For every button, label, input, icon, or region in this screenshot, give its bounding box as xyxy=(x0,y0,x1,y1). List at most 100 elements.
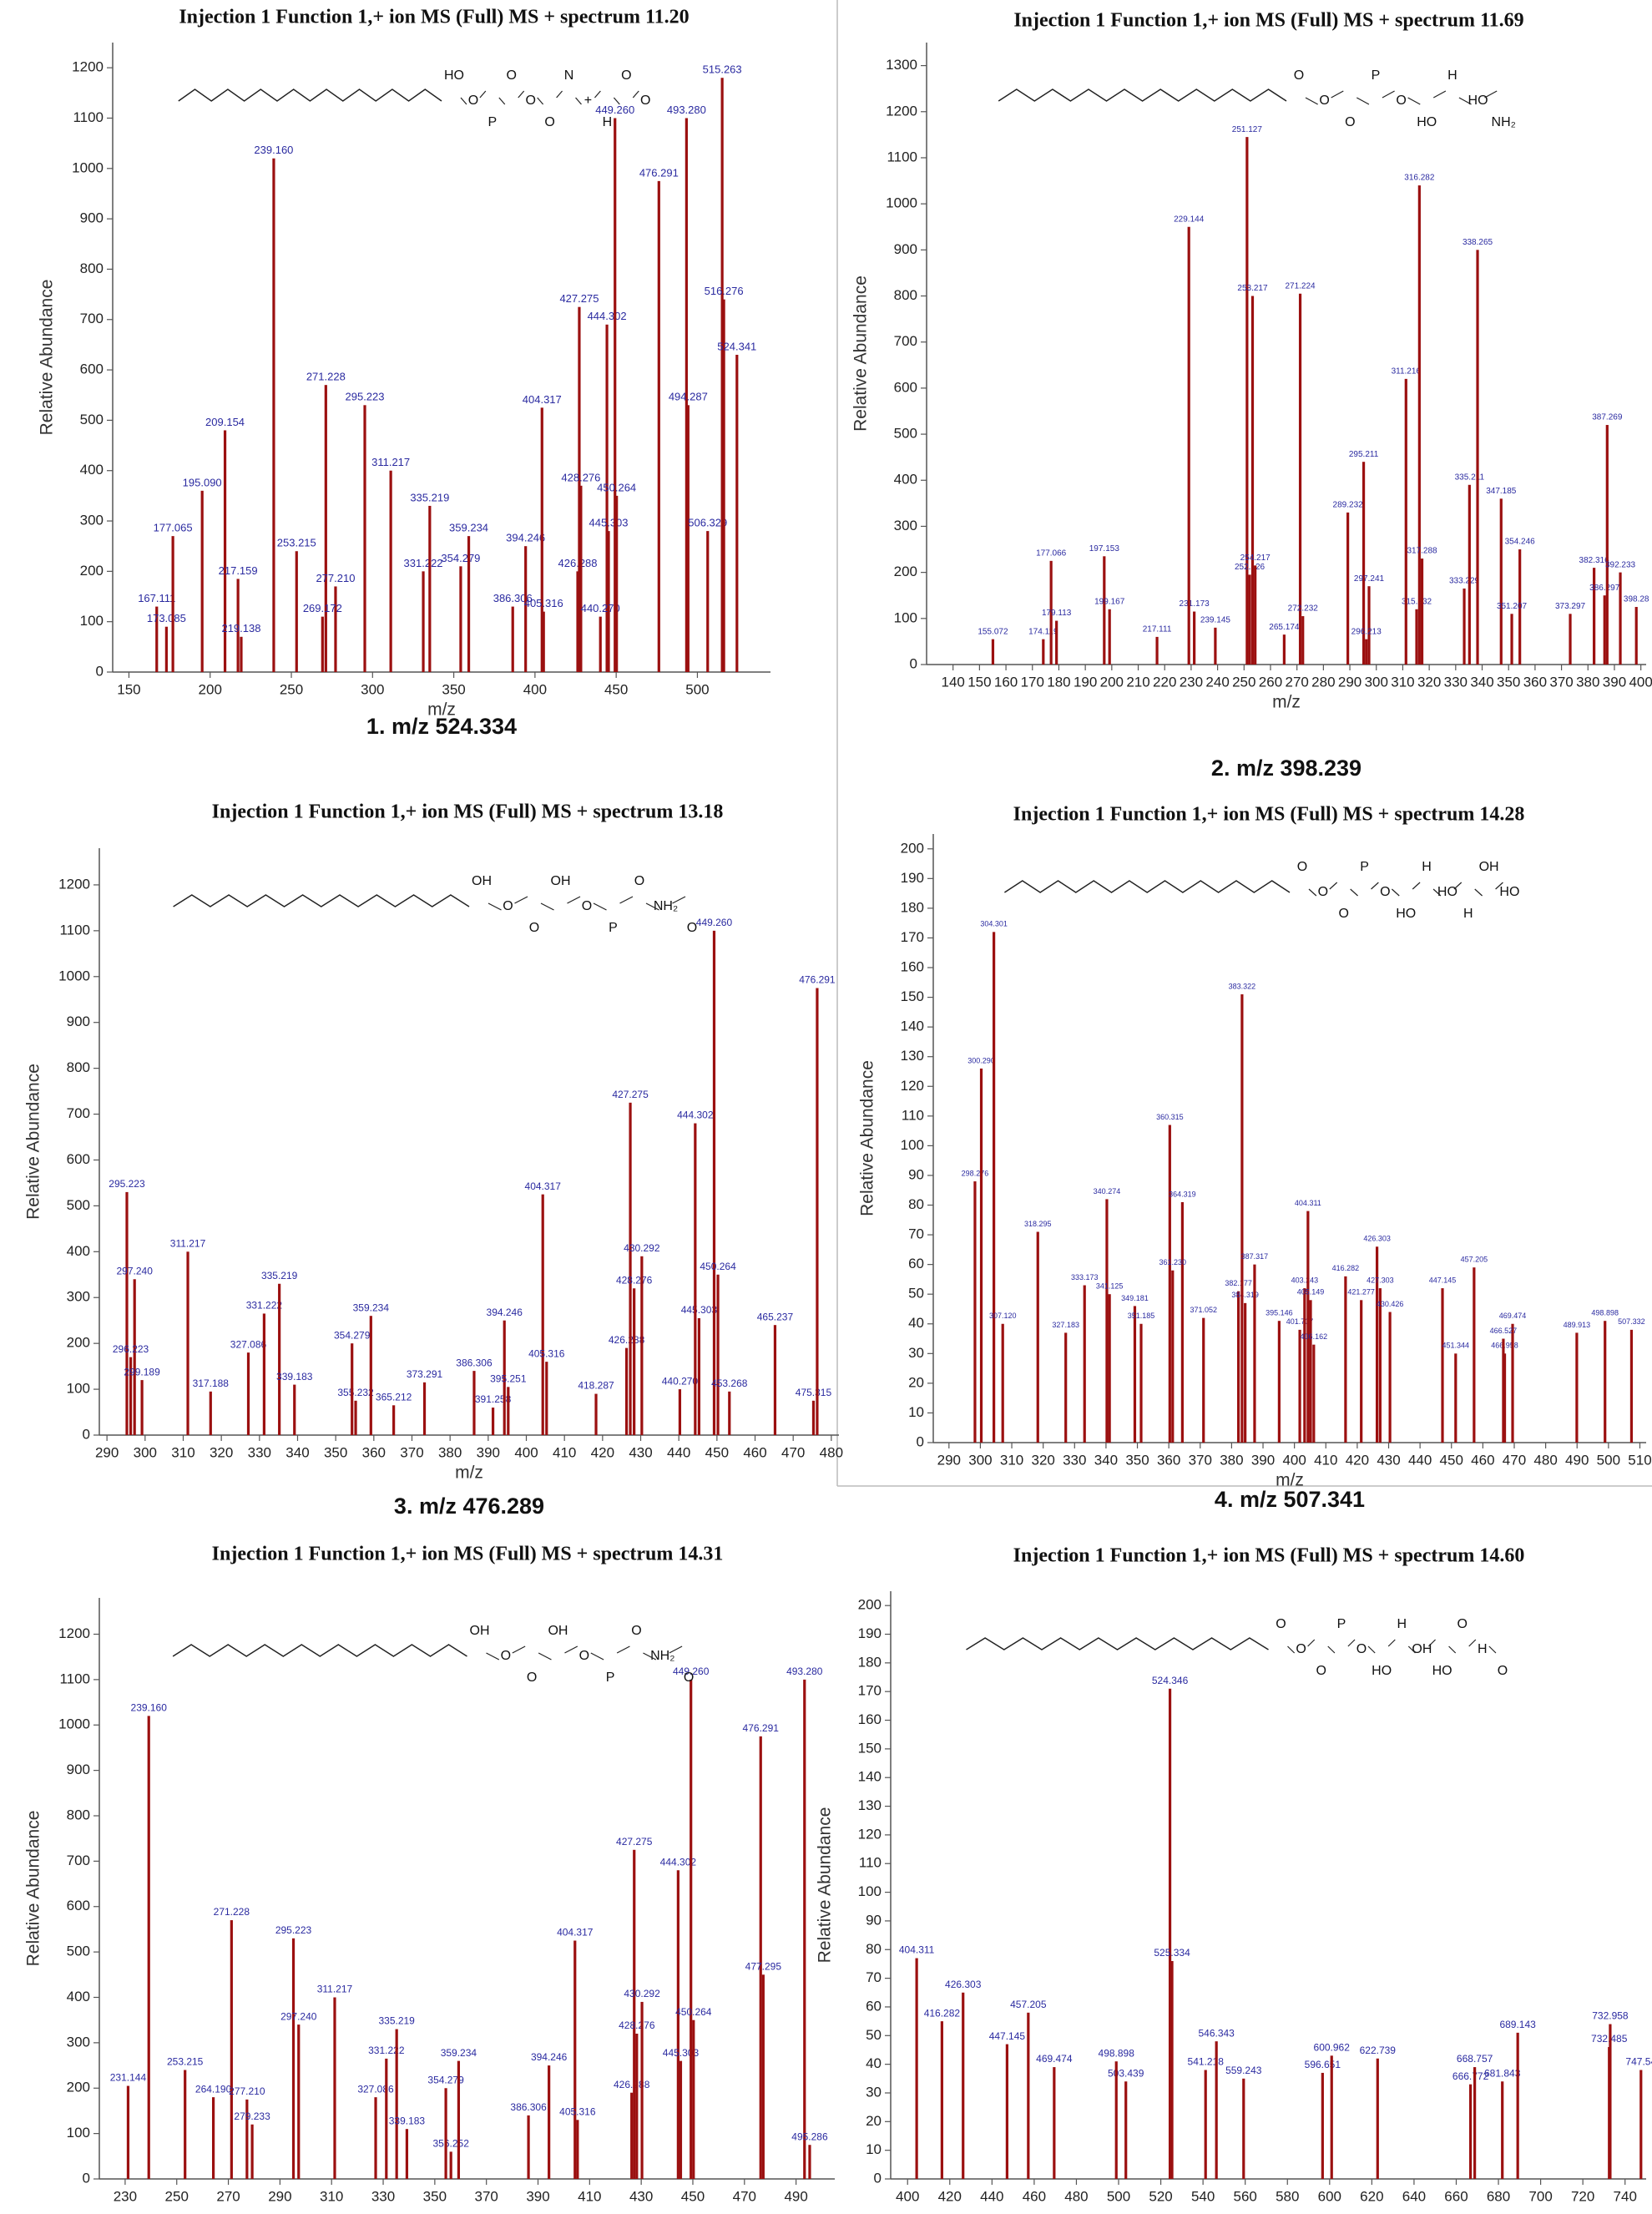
peak-label: 476.291 xyxy=(743,1722,780,1734)
peak xyxy=(1027,2012,1030,2179)
peak xyxy=(133,1279,136,1435)
peak xyxy=(657,180,660,672)
y-tick-label: 1200 xyxy=(58,876,90,892)
peak xyxy=(541,1194,544,1435)
peak xyxy=(209,1391,212,1435)
peak xyxy=(1378,1288,1382,1443)
peak xyxy=(1502,1338,1505,1443)
x-tick-label: 250 xyxy=(280,681,303,697)
structure-bond xyxy=(1428,1639,1436,1647)
y-tick-label: 100 xyxy=(894,609,917,625)
x-tick-label: 260 xyxy=(1259,674,1282,690)
y-tick-label: 130 xyxy=(858,1797,882,1813)
y-tick-label: 10 xyxy=(908,1404,924,1420)
structure-label: O xyxy=(1276,1617,1286,1631)
peak xyxy=(1301,616,1305,665)
y-tick-label: 100 xyxy=(901,1137,924,1153)
structure-label: HO xyxy=(1499,885,1519,899)
peak xyxy=(1253,1264,1256,1443)
y-tick-label: 160 xyxy=(901,959,924,975)
peak xyxy=(540,407,543,672)
peak xyxy=(542,611,545,672)
peak xyxy=(615,495,619,672)
x-tick-label: 310 xyxy=(320,2188,343,2204)
structure-bond xyxy=(1329,882,1338,890)
y-tick-label: 600 xyxy=(894,379,917,395)
peak xyxy=(369,1316,372,1435)
peak xyxy=(1569,614,1572,665)
structure-label: O xyxy=(1297,860,1307,874)
peak xyxy=(297,2024,301,2179)
y-tick-label: 130 xyxy=(901,1048,924,1064)
structure-bond xyxy=(1347,1639,1356,1647)
peak-label: 341.125 xyxy=(1096,1282,1124,1291)
x-tick-label: 420 xyxy=(591,1444,614,1460)
peak xyxy=(1604,1321,1607,1443)
peak-label: 457.205 xyxy=(1461,1256,1488,1264)
structure-label: P xyxy=(1372,68,1381,83)
peak-label: 338.265 xyxy=(1463,238,1493,247)
peak-label: 386.306 xyxy=(510,2101,547,2113)
peak xyxy=(1139,1323,1143,1443)
structure-label: H xyxy=(1397,1617,1407,1631)
peak-label: 494.287 xyxy=(669,391,708,403)
y-tick-label: 100 xyxy=(858,1883,882,1899)
y-tick-label: 70 xyxy=(908,1226,924,1242)
structure-label: H xyxy=(1478,1642,1488,1656)
y-tick-label: 1100 xyxy=(59,1671,90,1686)
peak-label: 365.212 xyxy=(376,1391,412,1403)
x-tick-label: 390 xyxy=(1251,1452,1275,1468)
structure-bond xyxy=(1356,97,1370,105)
peak xyxy=(1619,572,1622,665)
y-tick-label: 300 xyxy=(67,1289,90,1305)
peak-label: 297.240 xyxy=(117,1265,154,1276)
peak-label: 450.264 xyxy=(700,1261,736,1272)
peak-label: 335.219 xyxy=(410,491,449,503)
peak-label: 507.332 xyxy=(1618,1317,1645,1326)
x-tick-label: 170 xyxy=(1021,674,1044,690)
peak xyxy=(392,1405,396,1435)
peak-label: 327.183 xyxy=(1052,1321,1079,1329)
peak-label: 271.228 xyxy=(214,1906,250,1918)
x-tick-label: 370 xyxy=(1189,1452,1212,1468)
structure-bond xyxy=(1432,90,1447,99)
structure-bond xyxy=(1448,1645,1457,1654)
peak-label: 373.297 xyxy=(1555,602,1586,611)
peak xyxy=(720,78,724,672)
peak xyxy=(1250,296,1255,665)
peak-label: 404.317 xyxy=(523,393,562,406)
spectrum-panel: Injection 1 Function 1,+ ion MS (Full) M… xyxy=(24,1544,835,2204)
peak-label: 430.426 xyxy=(1377,1300,1404,1308)
peak-label: 516.276 xyxy=(705,285,744,297)
x-tick-label: 480 xyxy=(1064,2188,1088,2204)
structure-bond xyxy=(1407,97,1421,105)
structure-bond xyxy=(672,896,686,904)
peak xyxy=(1133,1306,1137,1443)
peak-label: 395.146 xyxy=(1266,1309,1293,1317)
structure-bond xyxy=(486,1652,500,1660)
x-tick-label: 370 xyxy=(1549,674,1573,690)
x-tick-label: 380 xyxy=(1220,1452,1243,1468)
peak xyxy=(735,354,739,672)
peak xyxy=(164,626,168,672)
peak-label: 373.291 xyxy=(407,1368,443,1380)
structure-bond xyxy=(575,97,582,105)
x-tick-label: 490 xyxy=(1565,1452,1589,1468)
peak-label: 277.210 xyxy=(316,572,355,584)
peak xyxy=(573,1940,577,2179)
x-tick-label: 400 xyxy=(896,2188,919,2204)
structure-label: O xyxy=(1457,1617,1467,1631)
peak xyxy=(1634,607,1638,665)
panel-title: Injection 1 Function 1,+ ion MS (Full) M… xyxy=(212,1544,724,1565)
x-tick-label: 240 xyxy=(1205,674,1229,690)
peak xyxy=(712,930,716,1435)
peak-label: 426.288 xyxy=(558,557,598,569)
structure-bond xyxy=(460,97,467,105)
peak-label: 416.282 xyxy=(924,2007,961,2019)
structure-label: P xyxy=(606,1671,615,1685)
peak-label: 331.222 xyxy=(368,2045,405,2056)
x-tick-label: 340 xyxy=(1094,1452,1118,1468)
peak-label: 354.279 xyxy=(441,552,480,564)
peak-label: 493.280 xyxy=(786,1666,823,1677)
